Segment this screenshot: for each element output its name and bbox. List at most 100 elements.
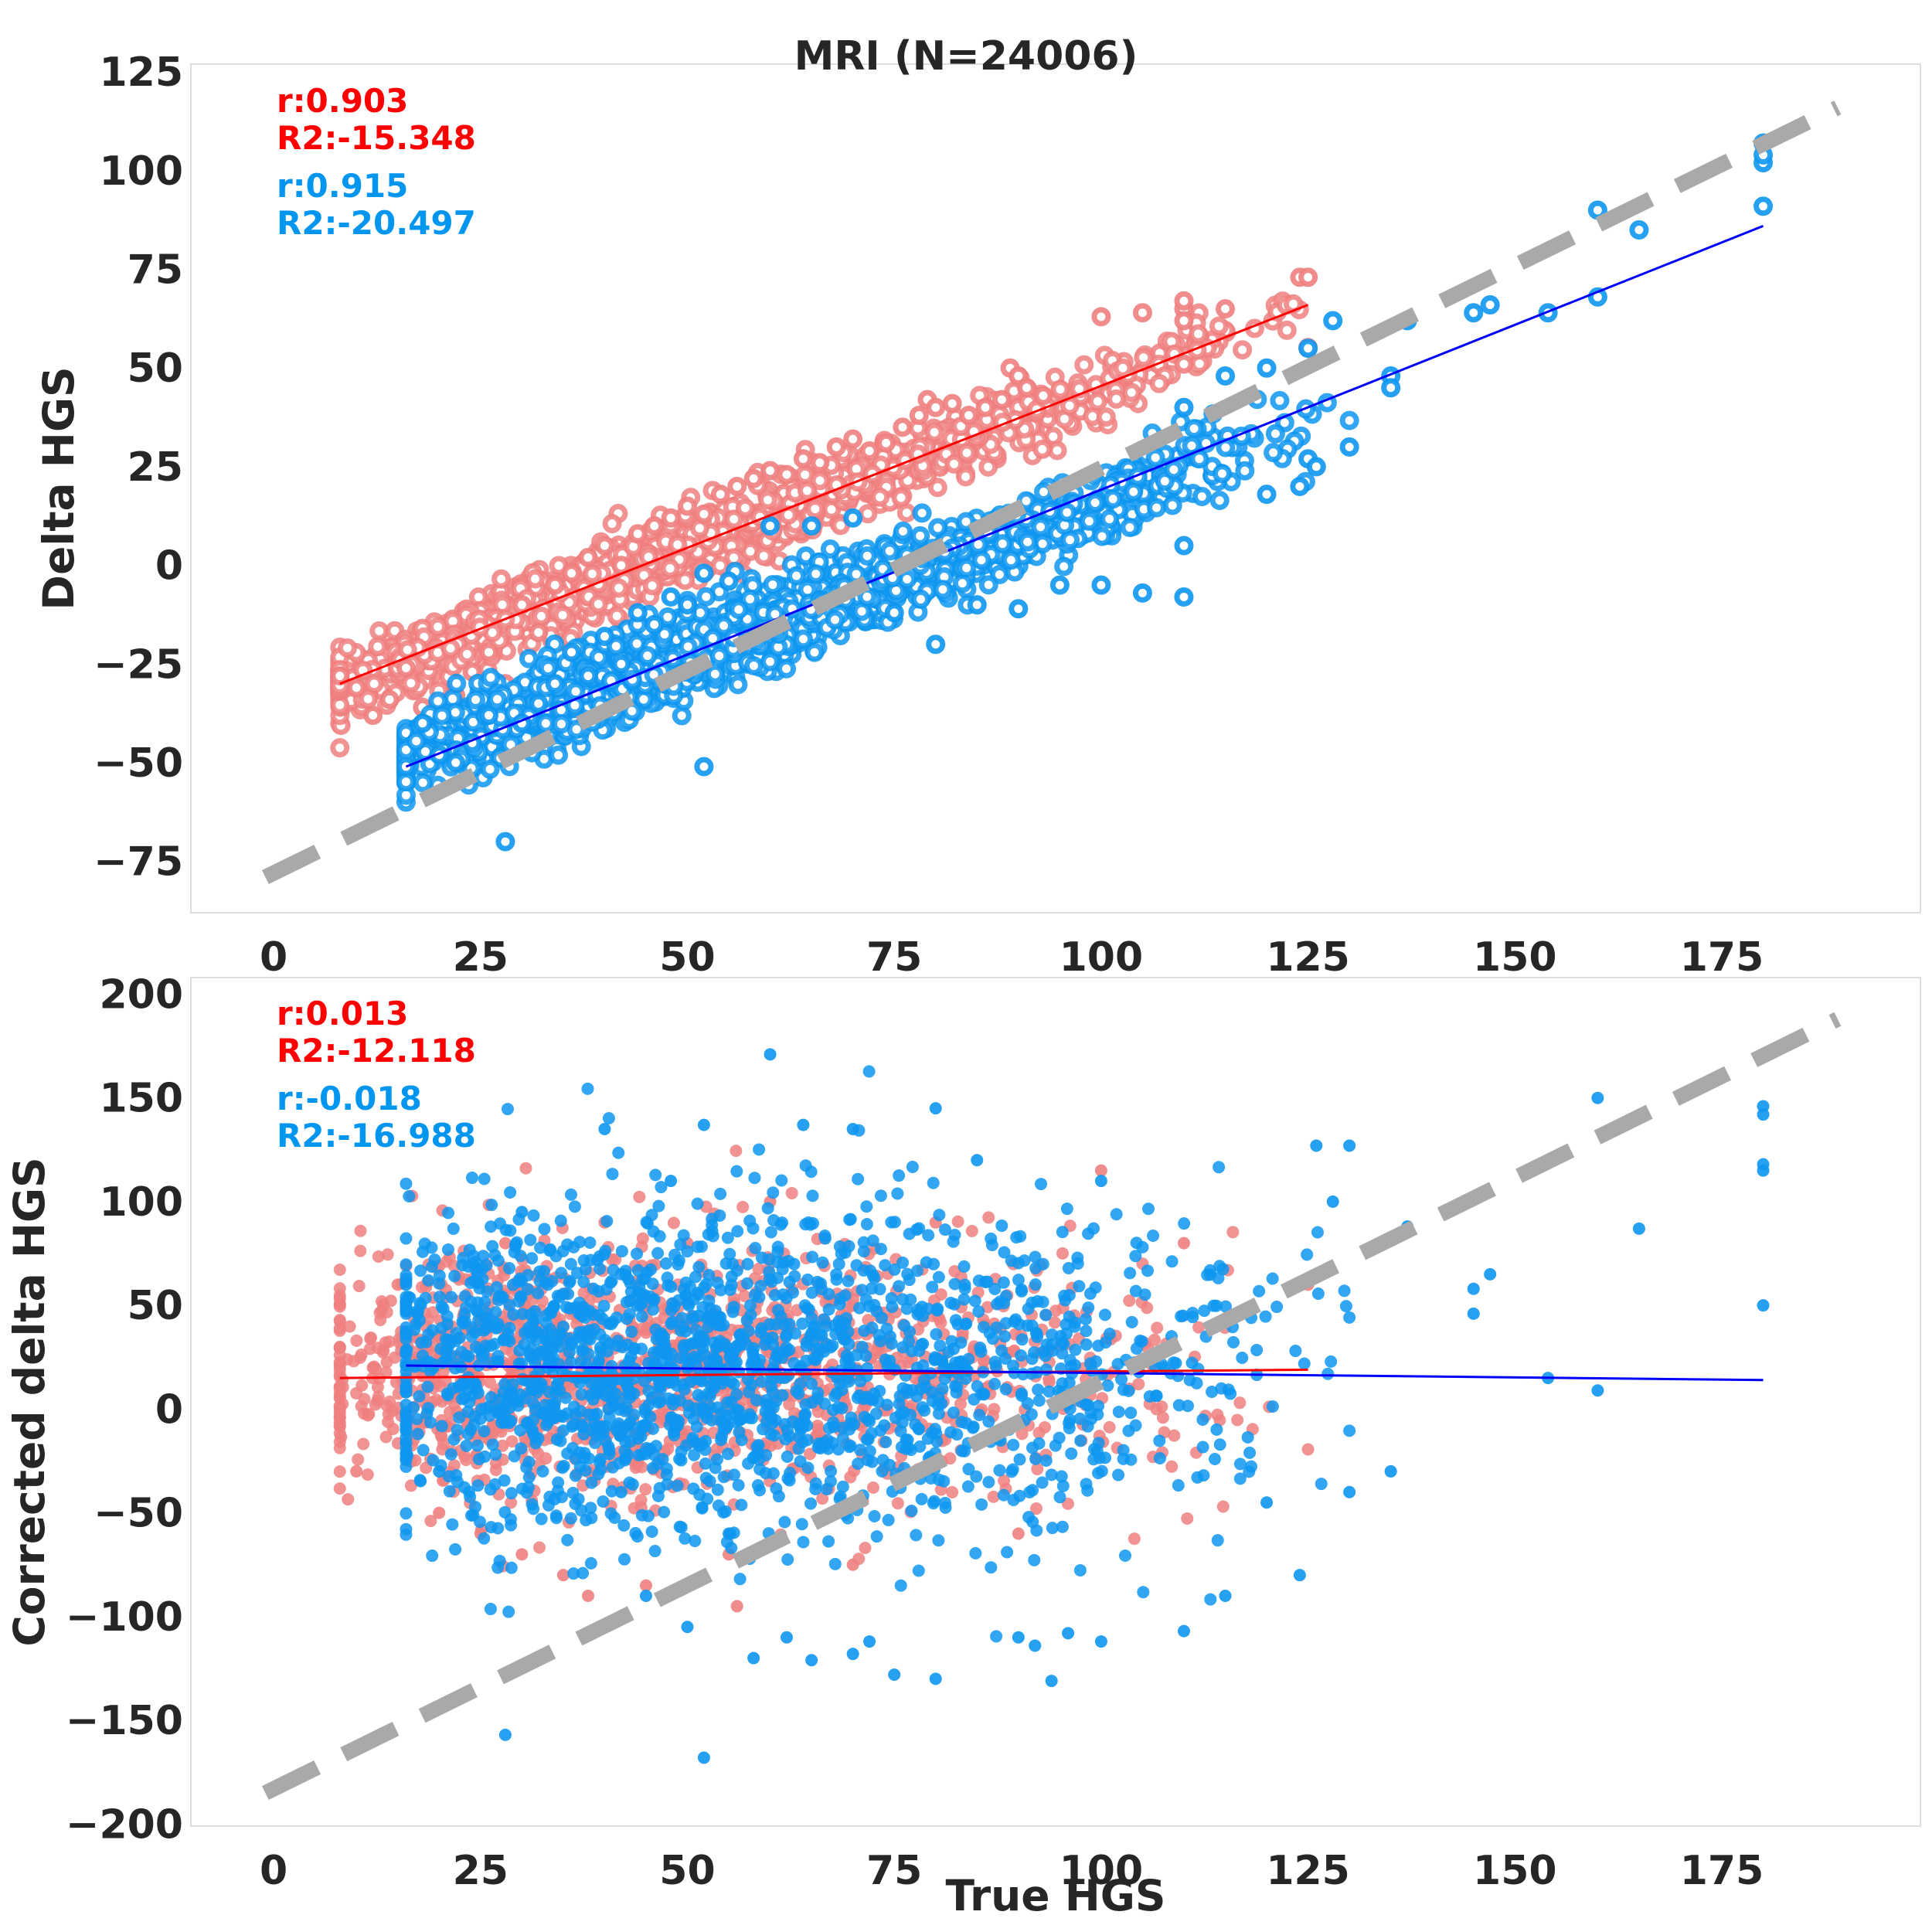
data-point-female [735, 498, 755, 518]
data-point-female [383, 1395, 396, 1408]
data-point-female [1087, 391, 1107, 411]
data-point-female [978, 457, 998, 477]
data-point-male [1311, 1226, 1324, 1239]
data-point-male [882, 1513, 895, 1526]
data-point-female [379, 689, 400, 709]
data-point-female [330, 738, 350, 758]
data-point-male [551, 714, 571, 734]
data-point-male [978, 575, 998, 595]
data-point-male [1339, 437, 1359, 457]
data-point-female [795, 464, 815, 485]
data-point-male [628, 603, 648, 623]
data-point-male [562, 642, 582, 662]
data-point-male [1005, 1465, 1019, 1478]
data-point-male [727, 1468, 740, 1481]
data-point-female [1128, 1532, 1141, 1546]
y-tick-label: 50 [128, 345, 183, 392]
data-point-female [369, 621, 389, 641]
data-point-male [1311, 1287, 1325, 1300]
data-point-male [967, 595, 987, 615]
data-point-male [842, 1274, 855, 1287]
data-point-male [1145, 447, 1165, 468]
data-point-female [515, 1548, 529, 1561]
data-point-female [581, 1590, 594, 1603]
data-point-male [729, 600, 749, 620]
data-point-female [992, 389, 1012, 410]
data-point-male [478, 1424, 491, 1437]
data-point-male [857, 546, 877, 566]
data-point-male [804, 642, 825, 662]
data-point-male [767, 1186, 780, 1199]
top-y-axis-label: Delta HGS [34, 366, 83, 610]
data-point-male [793, 629, 813, 649]
data-point-male [529, 693, 549, 713]
top-plot-frame [190, 63, 1921, 913]
data-point-male [1115, 1372, 1128, 1386]
data-point-male [400, 1177, 413, 1190]
data-point-male [893, 521, 913, 541]
data-point-female [629, 1461, 642, 1475]
data-point-male [495, 832, 515, 852]
data-point-male [545, 674, 565, 694]
data-point-male [536, 713, 556, 733]
data-point-male [825, 610, 845, 630]
data-point-female [361, 1468, 374, 1481]
data-point-female [1017, 378, 1037, 398]
data-point-male [519, 648, 539, 668]
y-tick-label: −50 [94, 740, 183, 787]
data-point-male [801, 1461, 815, 1475]
data-point-female [428, 617, 448, 637]
data-point-female [639, 1483, 652, 1496]
data-point-female [333, 1314, 346, 1327]
data-point-male [884, 603, 904, 623]
data-point-female [333, 1340, 346, 1353]
x-tick-label: 25 [453, 934, 509, 981]
data-point-female [533, 1541, 546, 1554]
data-point-female [529, 622, 549, 642]
data-point-female [363, 706, 383, 726]
data-point-female [1277, 320, 1297, 340]
data-point-female [965, 1224, 978, 1237]
data-point-male [952, 573, 972, 594]
y-tick-label: 125 [99, 49, 183, 96]
data-point-female [1141, 1301, 1154, 1315]
data-point-female [373, 1306, 386, 1319]
data-point-male [1211, 1534, 1224, 1547]
data-point-female [1032, 439, 1053, 459]
data-point-female [363, 1342, 376, 1355]
data-point-female [859, 1541, 872, 1554]
data-point-male [891, 1187, 904, 1200]
data-point-male [694, 757, 714, 777]
data-point-male [1339, 410, 1359, 430]
data-point-female [1174, 291, 1194, 311]
data-point-female [333, 1264, 346, 1277]
data-point-male [413, 1389, 426, 1403]
data-point-female [724, 509, 744, 529]
data-point-female [797, 481, 817, 501]
data-point-male [406, 731, 427, 751]
data-point-female [760, 461, 781, 481]
data-point-male [1057, 502, 1077, 522]
data-point-male [1213, 464, 1233, 484]
data-point-male [843, 508, 863, 528]
data-point-female [346, 678, 366, 698]
data-point-male [1185, 1356, 1199, 1369]
data-point-male [602, 1112, 615, 1125]
data-point-female [667, 1216, 680, 1230]
data-point-male [894, 1579, 907, 1592]
data-point-male [611, 654, 631, 674]
data-point-male [487, 689, 507, 709]
data-point-male [432, 706, 452, 726]
data-point-female [531, 606, 551, 626]
data-point-female [553, 605, 573, 625]
data-point-male [910, 589, 930, 609]
data-point-female [1113, 358, 1133, 378]
data-point-male [1120, 518, 1140, 538]
top-plot-area [261, 100, 1842, 885]
data-point-female [1151, 1321, 1164, 1335]
data-point-male [763, 575, 783, 595]
data-point-female [386, 1423, 400, 1436]
data-point-male [423, 1416, 437, 1429]
data-point-male [1174, 397, 1194, 417]
data-point-male [735, 1498, 748, 1512]
